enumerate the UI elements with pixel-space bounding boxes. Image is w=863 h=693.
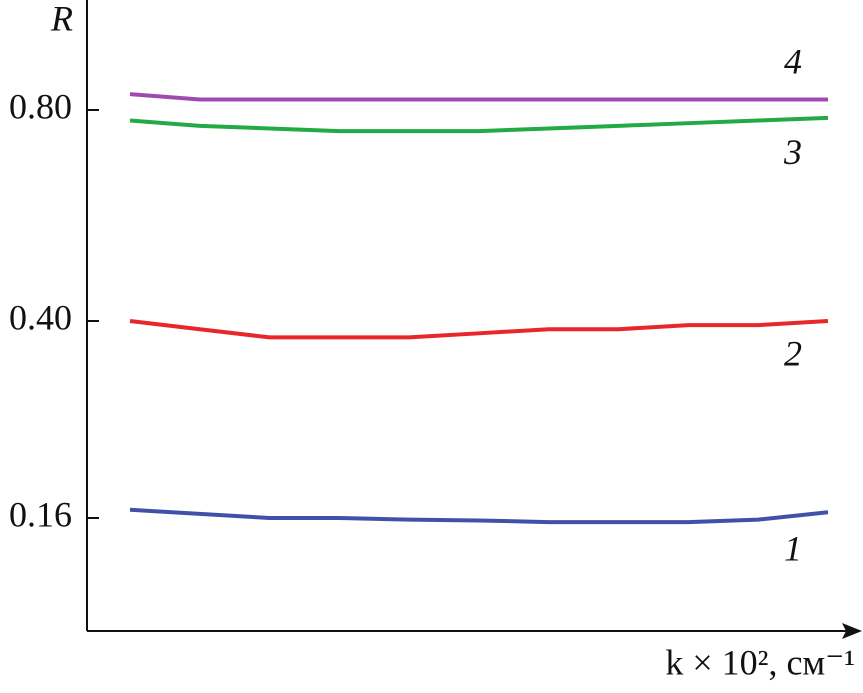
y-tick-label: 0.16 bbox=[9, 494, 72, 534]
series-line bbox=[129, 92, 828, 102]
y-tick-label: 0.40 bbox=[9, 297, 72, 337]
x-axis-arrow bbox=[842, 623, 862, 639]
y-axis-label: R bbox=[50, 0, 73, 38]
series-line bbox=[129, 319, 829, 340]
series-label: 2 bbox=[784, 333, 802, 373]
x-axis-label: k × 10², см⁻¹ bbox=[665, 642, 855, 682]
series-label: 1 bbox=[784, 529, 802, 569]
series-label: 3 bbox=[783, 132, 802, 172]
y-tick-label: 0.80 bbox=[9, 86, 72, 126]
series-line bbox=[129, 115, 829, 134]
series-line bbox=[129, 507, 829, 525]
series-label: 4 bbox=[784, 42, 802, 82]
